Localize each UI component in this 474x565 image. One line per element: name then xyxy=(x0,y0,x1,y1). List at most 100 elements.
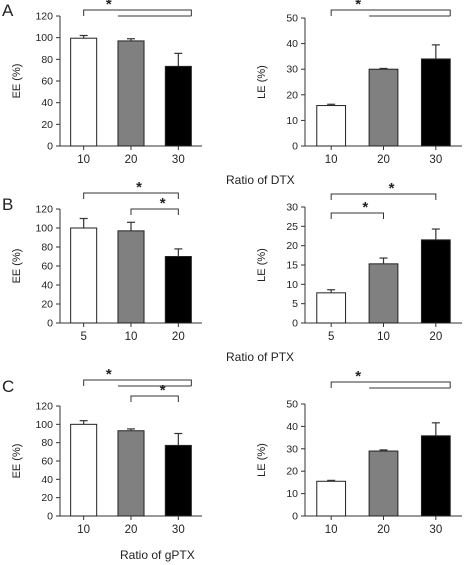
significance-bracket xyxy=(83,379,192,386)
y-tick-label: 40 xyxy=(41,474,53,486)
footer-label-gptx: Ratio of gPTX xyxy=(120,548,195,562)
panel-letter-c: C xyxy=(2,377,14,396)
chart-a-ee: 0 20 40 60 80 100 120 EE (%) 10 20 30 * xyxy=(11,0,202,166)
y-tick-label: 40 xyxy=(286,38,298,50)
y-tick-label: 80 xyxy=(41,437,53,449)
bar xyxy=(368,450,399,517)
category-label: 20 xyxy=(125,524,138,536)
y-axis-label: LE (%) xyxy=(256,248,268,282)
category-label: 30 xyxy=(429,154,442,166)
bar xyxy=(117,230,145,324)
bar xyxy=(164,256,192,324)
y-tick-label: 20 xyxy=(41,119,53,131)
significance-bracket xyxy=(130,208,179,215)
chart-c-ee: 0 20 40 60 80 100 120 EE (%) 10 20 30 * * xyxy=(11,366,202,536)
significance-bracket xyxy=(330,193,437,200)
category-label: 10 xyxy=(77,524,90,536)
bar xyxy=(117,40,145,147)
panel-letter-b: B xyxy=(2,195,13,214)
panel-letter-a: A xyxy=(2,1,14,20)
bar xyxy=(316,105,347,147)
significance-star: * xyxy=(355,368,361,385)
significance-star: * xyxy=(106,366,112,383)
y-tick-label: 40 xyxy=(286,421,298,433)
chart-b-le: 0 5 10 15 20 25 30 LE (%) 5 10 20 * * xyxy=(256,180,462,343)
category-label: 10 xyxy=(325,524,338,536)
chart-a-le: 0 10 20 30 40 50 LE (%) 10 20 30 * xyxy=(256,0,462,166)
significance-bracket xyxy=(330,212,384,219)
significance-star: * xyxy=(136,179,142,196)
significance-star: * xyxy=(362,199,368,216)
category-label: 20 xyxy=(429,331,442,343)
y-tick-label: 100 xyxy=(35,32,53,44)
bar xyxy=(164,444,192,517)
category-label: 20 xyxy=(377,524,390,536)
significance-star: * xyxy=(389,180,395,197)
significance-star: * xyxy=(106,0,112,13)
y-axis-label: LE (%) xyxy=(256,65,268,99)
y-tick-label: 80 xyxy=(41,54,53,66)
bar xyxy=(420,58,451,147)
y-tick-label: 0 xyxy=(292,511,298,523)
significance-star: * xyxy=(355,0,361,13)
y-axis-label: LE (%) xyxy=(256,443,268,477)
category-label: 30 xyxy=(172,154,185,166)
y-tick-label: 40 xyxy=(41,97,53,109)
y-tick-label: 20 xyxy=(41,492,53,504)
category-label: 10 xyxy=(77,154,90,166)
y-tick-label: 60 xyxy=(41,76,53,88)
significance-star: * xyxy=(160,195,166,212)
category-label: 10 xyxy=(125,331,138,343)
category-label: 5 xyxy=(328,331,334,343)
y-tick-label: 20 xyxy=(286,240,298,252)
y-tick-label: 10 xyxy=(286,488,298,500)
y-tick-label: 20 xyxy=(41,299,53,311)
y-axis-label: EE (%) xyxy=(11,64,23,99)
y-tick-label: 60 xyxy=(41,456,53,468)
y-tick-label: 20 xyxy=(286,466,298,478)
category-label: 10 xyxy=(377,331,390,343)
y-tick-label: 50 xyxy=(286,13,298,25)
y-axis-label: EE (%) xyxy=(11,249,23,284)
category-label: 20 xyxy=(125,154,138,166)
y-tick-label: 20 xyxy=(286,89,298,101)
bar xyxy=(368,68,399,147)
bar xyxy=(164,65,192,147)
y-axis-label: EE (%) xyxy=(11,444,23,479)
y-tick-label: 100 xyxy=(35,223,53,235)
significance-bracket xyxy=(83,192,179,199)
y-tick-label: 80 xyxy=(41,242,53,254)
y-tick-label: 30 xyxy=(286,202,298,214)
bar xyxy=(368,263,399,324)
category-label: 5 xyxy=(80,331,86,343)
y-tick-label: 120 xyxy=(35,11,53,23)
bar xyxy=(420,435,451,517)
y-tick-label: 10 xyxy=(286,115,298,127)
y-tick-label: 15 xyxy=(286,260,298,272)
bar xyxy=(70,227,98,324)
y-tick-label: 5 xyxy=(292,298,298,310)
y-tick-label: 30 xyxy=(286,443,298,455)
category-label: 30 xyxy=(172,524,185,536)
y-tick-label: 100 xyxy=(35,419,53,431)
y-tick-label: 0 xyxy=(47,511,53,523)
y-tick-label: 0 xyxy=(292,141,298,153)
category-label: 20 xyxy=(172,331,185,343)
y-tick-label: 10 xyxy=(286,279,298,291)
footer-label-ptx: Ratio of PTX xyxy=(226,350,294,364)
bar xyxy=(117,430,145,517)
y-tick-label: 0 xyxy=(47,141,53,153)
y-tick-label: 60 xyxy=(41,261,53,273)
y-tick-label: 0 xyxy=(47,318,53,330)
y-tick-label: 0 xyxy=(292,318,298,330)
y-tick-label: 40 xyxy=(41,280,53,292)
y-tick-label: 50 xyxy=(286,399,298,411)
significance-bracket xyxy=(130,395,179,402)
significance-bracket xyxy=(330,9,451,16)
bar xyxy=(70,37,98,147)
y-tick-label: 30 xyxy=(286,64,298,76)
y-tick-label: 25 xyxy=(286,221,298,233)
y-tick-label: 120 xyxy=(35,204,53,216)
